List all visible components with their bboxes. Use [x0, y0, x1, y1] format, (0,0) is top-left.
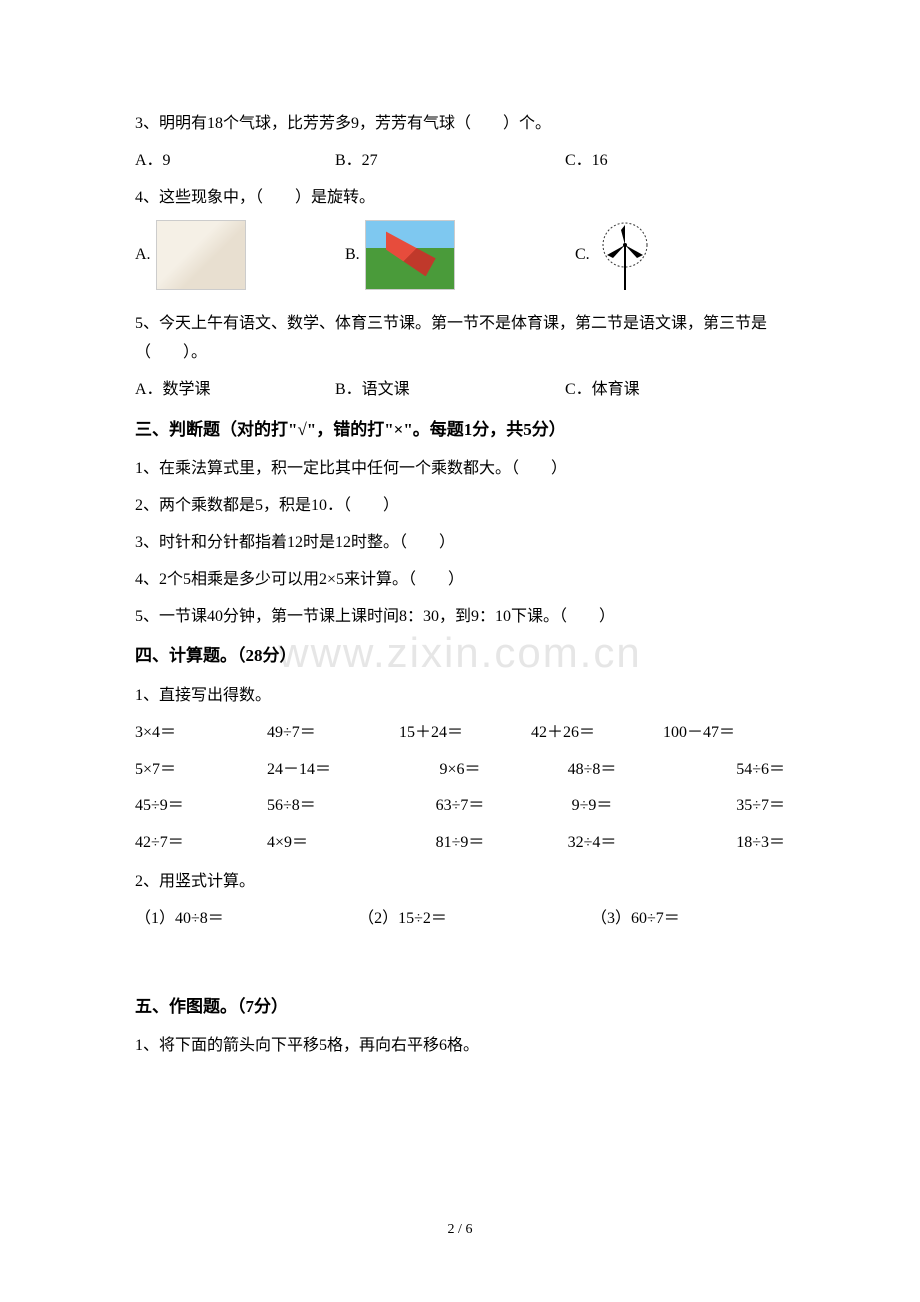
q5-options: A．数学课 B．语文课 C．体育课	[135, 376, 785, 405]
question-3: 3、明明有18个气球，比芳芳多9，芳芳有气球（ ）个。	[135, 110, 785, 139]
q4-opt-b-label: B.	[345, 241, 360, 270]
question-5: 5、今天上午有语文、数学、体育三节课。第一节不是体育课，第二节是语文课，第三节是…	[135, 310, 785, 368]
calc-cell: 63÷7＝	[399, 792, 521, 821]
calc-cell: 24－14＝	[267, 756, 389, 785]
q5-opt-a: A．数学课	[135, 376, 335, 405]
q5-opt-c: C．体育课	[565, 376, 765, 405]
calc-table: 3×4＝ 49÷7＝ 15＋24＝ 42＋26＝ 100－47＝ 5×7＝ 24…	[135, 719, 785, 858]
section-4-title: 四、计算题。（28分）	[135, 641, 785, 672]
vc-2: （2）15÷2＝	[358, 905, 591, 934]
s3-item-4: 4、2个5相乘是多少可以用2×5来计算。（ ）	[135, 566, 785, 595]
calc-cell: 42＋26＝	[531, 719, 653, 748]
calc-cell: 100－47＝	[663, 719, 785, 748]
slide-icon	[365, 220, 455, 290]
s4-sub2-label: 2、用竖式计算。	[135, 868, 785, 897]
s5-item-1: 1、将下面的箭头向下平移5格，再向右平移6格。	[135, 1032, 785, 1061]
calc-cell: 5×7＝	[135, 756, 257, 785]
calc-cell: 18÷3＝	[663, 829, 785, 858]
calc-cell: 32÷4＝	[531, 829, 653, 858]
calc-cell: 15＋24＝	[399, 719, 521, 748]
s3-item-1: 1、在乘法算式里，积一定比其中任何一个乘数都大。（ ）	[135, 455, 785, 484]
section-3-title: 三、判断题（对的打"√"，错的打"×"。每题1分，共5分）	[135, 415, 785, 446]
s3-item-2: 2、两个乘数都是5，积是10．（ ）	[135, 492, 785, 521]
q4-options: A. B. C.	[135, 220, 785, 290]
calc-cell: 9÷9＝	[531, 792, 653, 821]
calc-cell: 9×6＝	[399, 756, 521, 785]
content-area: 3、明明有18个气球，比芳芳多9，芳芳有气球（ ）个。 A．9 B．27 C．1…	[135, 110, 785, 1061]
section-5-title: 五、作图题。（7分）	[135, 992, 785, 1023]
vc-3: （3）60÷7＝	[591, 905, 785, 934]
q3-opt-a: A．9	[135, 147, 335, 176]
calc-cell: 45÷9＝	[135, 792, 257, 821]
s3-item-5: 5、一节课40分钟，第一节课上课时间8：30，到9：10下课。（ ）	[135, 603, 785, 632]
calc-cell: 54÷6＝	[663, 756, 785, 785]
s3-item-3: 3、时针和分针都指着12时是12时整。（ ）	[135, 529, 785, 558]
q5-opt-b: B．语文课	[335, 376, 565, 405]
calc-cell: 56÷8＝	[267, 792, 389, 821]
vc-1: （1）40÷8＝	[135, 905, 358, 934]
calc-cell: 81÷9＝	[399, 829, 521, 858]
calc-cell: 48÷8＝	[531, 756, 653, 785]
question-4: 4、这些现象中，（ ）是旋转。	[135, 184, 785, 213]
q4-opt-a-label: A.	[135, 241, 151, 270]
page-number: 2 / 6	[448, 1217, 473, 1242]
calc-cell: 4×9＝	[267, 829, 389, 858]
calc-cell: 35÷7＝	[663, 792, 785, 821]
q4-opt-c-label: C.	[575, 241, 590, 270]
s4-sub1-label: 1、直接写出得数。	[135, 682, 785, 711]
q3-options: A．9 B．27 C．16	[135, 147, 785, 176]
vertical-calc-row: （1）40÷8＝ （2）15÷2＝ （3）60÷7＝	[135, 905, 785, 934]
q3-opt-b: B．27	[335, 147, 565, 176]
windmill-icon	[595, 220, 655, 290]
calc-cell: 49÷7＝	[267, 719, 389, 748]
q3-opt-c: C．16	[565, 147, 765, 176]
calc-cell: 3×4＝	[135, 719, 257, 748]
calc-cell: 42÷7＝	[135, 829, 257, 858]
drawer-icon	[156, 220, 246, 290]
